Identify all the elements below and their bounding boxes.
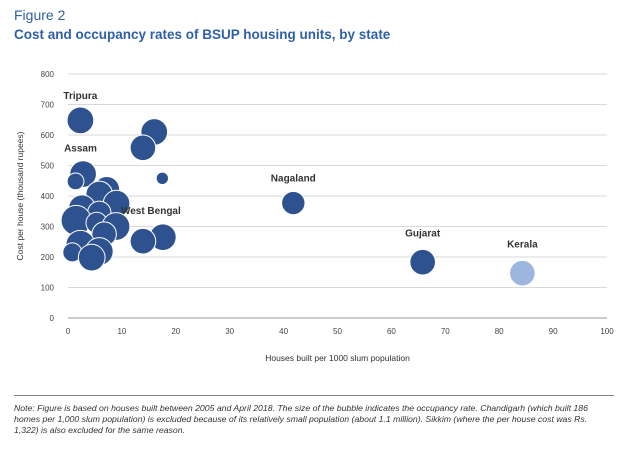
- y-tick-label: 300: [41, 223, 55, 232]
- y-axis-label: Cost per house (thousand rupees): [15, 131, 25, 260]
- x-tick-label: 20: [171, 327, 180, 336]
- bubble: [281, 190, 306, 216]
- y-tick-label: 700: [41, 101, 55, 110]
- bubble: [129, 227, 157, 255]
- state-label: Kerala: [507, 239, 538, 250]
- x-tick-label: 0: [66, 327, 71, 336]
- x-tick-label: 80: [495, 327, 504, 336]
- state-label: West Bengal: [121, 206, 181, 217]
- state-label: Assam: [64, 144, 97, 155]
- state-label: Gujarat: [405, 228, 441, 239]
- x-tick-label: 70: [441, 327, 450, 336]
- bubble: [66, 172, 85, 191]
- x-axis-label: Houses built per 1000 slum population: [265, 353, 410, 363]
- bubble: [409, 248, 436, 276]
- y-tick-label: 0: [50, 314, 55, 323]
- bubble: [66, 106, 95, 135]
- bubble-chart: 0 100 200 300 400 500 600 700 800 0 10 20 30 40 50 60 70…: [15, 70, 614, 363]
- x-tick-label: 90: [549, 327, 558, 336]
- state-label: Nagaland: [271, 173, 316, 184]
- y-tick-label: 600: [41, 131, 55, 140]
- y-tick-label: 400: [41, 192, 55, 201]
- x-tick-label: 30: [225, 327, 234, 336]
- bubble: [77, 243, 106, 272]
- chart-title: Cost and occupancy rates of BSUP housing…: [14, 27, 391, 42]
- footnote: Note: Figure is based on houses built be…: [14, 403, 588, 435]
- x-tick-label: 10: [117, 327, 126, 336]
- figure-label: Figure 2: [14, 7, 66, 23]
- bubble: [509, 259, 536, 287]
- y-tick-label: 500: [41, 162, 55, 171]
- y-tick-label: 100: [41, 284, 55, 293]
- x-tick-label: 60: [387, 327, 396, 336]
- x-tick-label: 100: [600, 327, 614, 336]
- state-label: Tripura: [63, 91, 97, 102]
- bubble: [155, 171, 170, 186]
- y-tick-label: 800: [41, 70, 55, 79]
- bubble: [129, 134, 157, 162]
- note-divider: [14, 395, 614, 396]
- y-tick-label: 200: [41, 253, 55, 262]
- x-tick-label: 40: [279, 327, 288, 336]
- x-tick-label: 50: [333, 327, 342, 336]
